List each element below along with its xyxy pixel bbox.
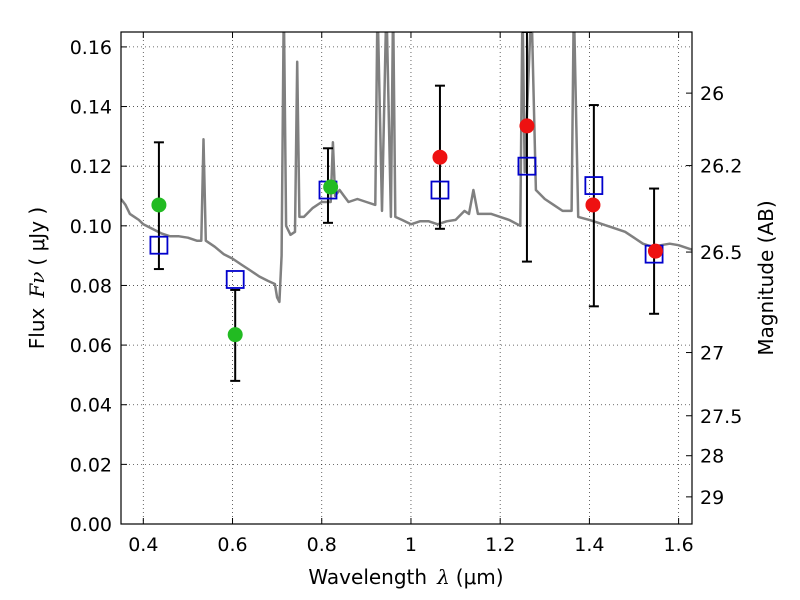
y-tick-label: 0.16 — [70, 37, 112, 59]
magnitude-tick-label: 29 — [700, 487, 724, 509]
y-tick-label: 0.08 — [70, 275, 112, 297]
x-tick-label: 0.6 — [217, 534, 247, 556]
circle-marker — [227, 327, 243, 343]
plot-frame — [120, 31, 693, 525]
y-tick-label: 0.00 — [70, 514, 112, 536]
model-spectrum-line — [121, 32, 692, 304]
y-axis-label: FluxFν( μJy ) — [25, 207, 49, 349]
circle-marker — [151, 197, 167, 213]
magnitude-tick-label: 26 — [700, 83, 724, 105]
magnitude-tick-label: 28 — [700, 446, 724, 468]
square-marker — [517, 156, 537, 176]
y-tick-label: 0.12 — [70, 156, 112, 178]
square-marker — [225, 270, 245, 289]
y-tick-label: 0.14 — [70, 97, 112, 119]
circle-marker — [519, 118, 535, 134]
x-axis-label: Wavelength λ (μm) — [308, 565, 503, 589]
magnitude-tick-label: 26.5 — [700, 242, 742, 264]
square-marker — [149, 235, 169, 255]
circle-marker — [323, 179, 339, 195]
circle-marker — [585, 197, 601, 213]
circle-marker — [647, 243, 663, 259]
circle-marker — [432, 149, 448, 165]
right-axis-label: Magnitude (AB) — [754, 200, 778, 355]
magnitude-tick-label: 26.2 — [700, 156, 742, 178]
model-spectrum-layer — [121, 32, 692, 304]
x-tick-label: 1.2 — [485, 534, 515, 556]
x-tick-label: 1.6 — [664, 534, 694, 556]
marker-layer — [149, 118, 664, 343]
x-tick-label: 1.4 — [574, 534, 604, 556]
y-tick-label: 0.04 — [70, 395, 112, 417]
tick-layer: 0.4 0.6 0.8 1 1.2 1.4 1.6 0.00 0.02 0.04 0.06 0.08 0… — [70, 32, 742, 556]
y-tick-label: 0.06 — [70, 335, 112, 357]
magnitude-tick-label: 27.5 — [700, 406, 742, 428]
x-tick-label: 0.8 — [307, 534, 337, 556]
square-marker — [584, 176, 604, 195]
y-tick-label: 0.10 — [70, 216, 112, 238]
square-marker — [430, 180, 450, 200]
y-tick-label: 0.02 — [70, 454, 112, 476]
x-tick-label: 0.4 — [128, 534, 158, 556]
magnitude-tick-label: 27 — [700, 343, 724, 365]
x-tick-label: 1 — [405, 534, 417, 556]
